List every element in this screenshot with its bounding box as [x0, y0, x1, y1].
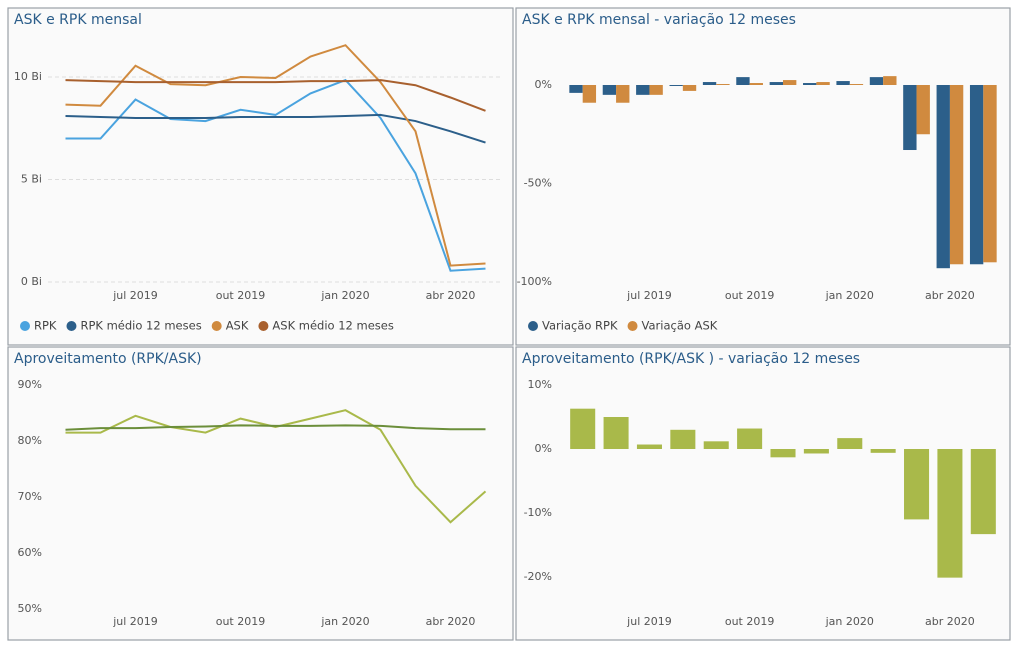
bar — [649, 85, 663, 95]
x-tick-label: out 2019 — [725, 615, 775, 628]
legend-marker — [211, 321, 222, 331]
bar — [582, 85, 597, 103]
x-tick-label: abr 2020 — [925, 289, 975, 302]
line-series — [65, 113, 486, 144]
bar — [682, 85, 697, 91]
x-tick-label: out 2019 — [216, 289, 266, 302]
legend-marker — [66, 321, 77, 331]
bar — [669, 85, 683, 86]
bar — [570, 408, 596, 449]
legend-label: ASK — [226, 319, 249, 333]
x-tick-label: jul 2019 — [112, 289, 158, 302]
chart-title: Aproveitamento (RPK/ASK) — [14, 351, 202, 367]
bar — [970, 449, 996, 535]
y-tick-label: -10% — [524, 506, 552, 519]
y-tick-label: 10 Bi — [14, 70, 42, 83]
y-tick-label: 50% — [18, 602, 42, 615]
y-tick-label: 80% — [18, 434, 42, 447]
bar — [969, 85, 984, 265]
bar — [836, 81, 850, 85]
bar — [916, 85, 930, 135]
legend-label: Variação ASK — [642, 319, 718, 333]
x-tick-label: out 2019 — [216, 615, 266, 628]
panel — [7, 7, 514, 346]
bar — [849, 84, 864, 85]
bar — [949, 85, 964, 265]
bar — [670, 429, 696, 449]
bar — [770, 449, 796, 458]
line-series — [65, 79, 486, 112]
bar — [749, 83, 763, 85]
legend-label: Variação RPK — [542, 319, 618, 333]
bar — [736, 77, 750, 85]
x-tick-label: jul 2019 — [626, 615, 672, 628]
bar — [883, 76, 897, 85]
bar — [716, 84, 730, 85]
bar — [983, 85, 997, 263]
bar — [703, 441, 729, 449]
chart-title: Aproveitamento (RPK/ASK ) - variação 12 … — [522, 351, 860, 367]
bar — [636, 85, 650, 95]
legend-marker — [20, 321, 30, 331]
bar — [936, 85, 950, 269]
panel — [515, 7, 1011, 346]
x-tick-label: jan 2020 — [825, 615, 874, 628]
x-tick-label: abr 2020 — [426, 615, 476, 628]
legend-label: RPK médio 12 meses — [80, 319, 201, 333]
line-series — [65, 44, 486, 267]
bar — [869, 77, 884, 85]
x-tick-label: out 2019 — [725, 289, 775, 302]
legend-marker — [627, 321, 638, 331]
x-tick-label: jul 2019 — [626, 289, 672, 302]
y-tick-label: 0 Bi — [21, 275, 42, 288]
y-tick-label: 5 Bi — [21, 173, 42, 186]
y-tick-label: 70% — [18, 490, 42, 503]
x-tick-label: jan 2020 — [320, 615, 369, 628]
line-series — [65, 424, 486, 431]
legend-marker — [528, 321, 538, 331]
y-tick-label: 90% — [18, 378, 42, 391]
legend-marker — [258, 321, 269, 331]
bar — [904, 449, 930, 520]
x-tick-label: abr 2020 — [925, 615, 975, 628]
bar — [837, 438, 863, 449]
y-tick-label: 0% — [535, 78, 552, 91]
y-tick-label: -100% — [517, 275, 552, 288]
legend-label: ASK médio 12 meses — [272, 319, 393, 333]
bar — [603, 417, 629, 449]
y-tick-label: -50% — [524, 177, 552, 190]
bar — [803, 449, 829, 454]
bar — [737, 428, 763, 449]
x-tick-label: jan 2020 — [320, 289, 369, 302]
bar — [816, 82, 830, 85]
legend-label: RPK — [34, 319, 57, 333]
line-series — [65, 78, 486, 272]
bar — [783, 80, 797, 85]
bar — [569, 85, 583, 93]
y-tick-label: 0% — [535, 442, 552, 455]
bar — [803, 83, 817, 85]
x-tick-label: jan 2020 — [825, 289, 874, 302]
bar — [870, 449, 896, 453]
chart-title: ASK e RPK mensal — [14, 12, 142, 28]
panel — [515, 346, 1011, 641]
bar — [616, 85, 630, 103]
panel — [7, 346, 514, 641]
y-tick-label: 60% — [18, 546, 42, 559]
bar — [636, 444, 662, 449]
y-tick-label: -20% — [524, 570, 552, 583]
line-series — [65, 409, 487, 524]
x-tick-label: abr 2020 — [426, 289, 476, 302]
bar — [937, 449, 963, 578]
bar — [769, 82, 783, 85]
bar — [602, 85, 617, 95]
y-tick-label: 10% — [528, 378, 552, 391]
bar — [903, 85, 917, 151]
bar — [702, 82, 717, 85]
chart-title: ASK e RPK mensal - variação 12 meses — [522, 12, 796, 28]
x-tick-label: jul 2019 — [112, 615, 158, 628]
